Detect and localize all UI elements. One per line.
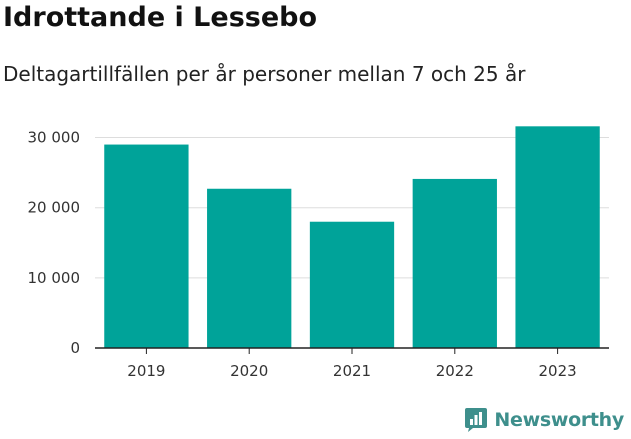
bars — [104, 126, 600, 348]
x-tick-label: 2021 — [333, 362, 371, 380]
x-tick-label: 2019 — [127, 362, 165, 380]
y-tick-label: 0 — [70, 339, 80, 357]
y-tick-label: 30 000 — [28, 129, 81, 147]
x-tick-label: 2023 — [539, 362, 577, 380]
bar-2021 — [309, 221, 395, 348]
bar-chart-badge-icon — [465, 408, 488, 432]
chart-subtitle: Deltagartillfällen per år personer mella… — [3, 62, 526, 86]
chart-title: Idrottande i Lessebo — [3, 2, 318, 33]
bar-2023 — [515, 126, 600, 348]
newsworthy-logo: Newsworthy — [464, 407, 624, 433]
bar-2022 — [412, 178, 497, 348]
bar-2019 — [104, 144, 189, 348]
y-tick-label: 10 000 — [28, 269, 81, 287]
x-tick-label: 2022 — [436, 362, 474, 380]
brand-name: Newsworthy — [494, 409, 624, 431]
bar-2020 — [207, 188, 292, 348]
x-tick-label: 2020 — [230, 362, 268, 380]
axes: 0 10 000 20 000 30 000 2019 2020 2021 2022 2023 — [28, 129, 609, 380]
y-tick-label: 20 000 — [28, 199, 81, 217]
